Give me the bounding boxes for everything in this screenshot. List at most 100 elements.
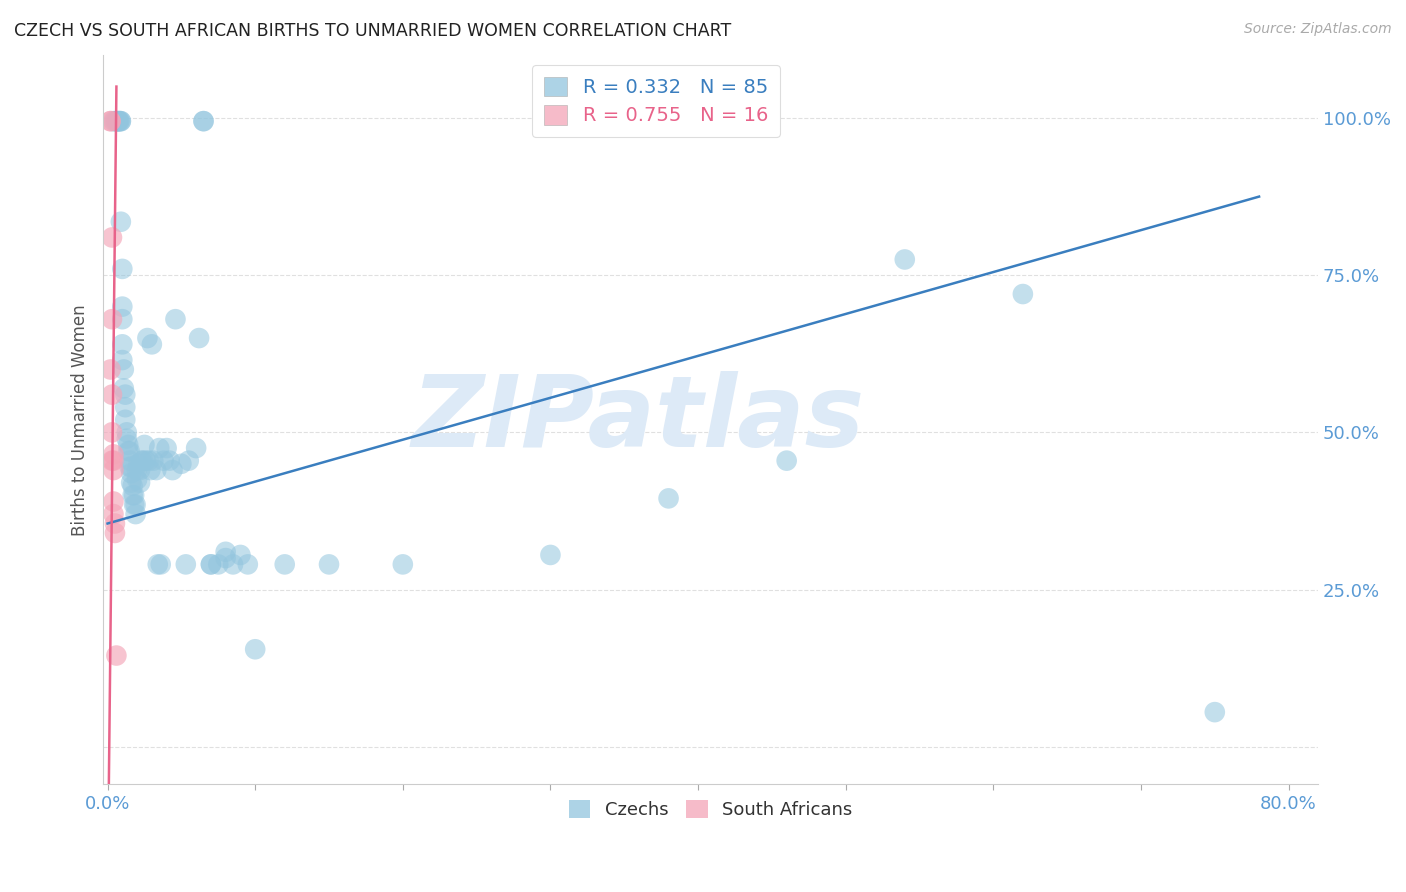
- Point: [245, 642, 267, 657]
- Point: [118, 459, 141, 474]
- Point: [128, 457, 150, 471]
- Point: [159, 453, 181, 467]
- Point: [114, 401, 136, 415]
- Point: [188, 331, 211, 345]
- Point: [318, 558, 340, 572]
- Point: [174, 558, 197, 572]
- Point: [111, 300, 134, 314]
- Point: [658, 491, 681, 506]
- Point: [146, 558, 169, 572]
- Point: [100, 114, 122, 128]
- Point: [103, 494, 125, 508]
- Point: [215, 551, 238, 566]
- Point: [120, 475, 142, 490]
- Point: [1204, 705, 1226, 719]
- Point: [193, 114, 215, 128]
- Point: [138, 453, 160, 467]
- Point: [1012, 287, 1035, 301]
- Point: [101, 387, 124, 401]
- Text: Source: ZipAtlas.com: Source: ZipAtlas.com: [1244, 22, 1392, 37]
- Point: [155, 441, 177, 455]
- Point: [124, 498, 146, 512]
- Legend: Czechs, South Africans: Czechs, South Africans: [561, 793, 860, 827]
- Point: [177, 453, 200, 467]
- Point: [207, 558, 229, 572]
- Point: [124, 507, 146, 521]
- Point: [152, 453, 174, 467]
- Point: [136, 331, 159, 345]
- Point: [114, 387, 136, 401]
- Point: [108, 114, 131, 128]
- Point: [114, 413, 136, 427]
- Point: [135, 453, 157, 467]
- Point: [111, 337, 134, 351]
- Point: [125, 463, 148, 477]
- Text: ZIPatlas: ZIPatlas: [411, 371, 865, 468]
- Point: [110, 114, 132, 128]
- Point: [104, 114, 127, 128]
- Point: [105, 114, 128, 128]
- Point: [107, 114, 129, 128]
- Point: [122, 498, 145, 512]
- Point: [184, 441, 207, 455]
- Point: [141, 337, 163, 351]
- Point: [121, 488, 143, 502]
- Point: [170, 457, 193, 471]
- Point: [129, 463, 152, 477]
- Point: [110, 215, 132, 229]
- Point: [120, 467, 142, 481]
- Point: [101, 230, 124, 244]
- Point: [104, 516, 127, 531]
- Point: [776, 453, 799, 467]
- Point: [274, 558, 297, 572]
- Point: [103, 463, 125, 477]
- Point: [120, 459, 142, 474]
- Point: [129, 475, 152, 490]
- Point: [103, 447, 125, 461]
- Point: [100, 362, 122, 376]
- Point: [894, 252, 917, 267]
- Point: [118, 453, 141, 467]
- Point: [148, 441, 170, 455]
- Point: [101, 425, 124, 440]
- Y-axis label: Births to Unmarried Women: Births to Unmarried Women: [72, 304, 89, 535]
- Point: [108, 114, 131, 128]
- Point: [103, 507, 125, 521]
- Point: [139, 463, 162, 477]
- Point: [131, 453, 153, 467]
- Point: [117, 444, 139, 458]
- Point: [104, 525, 127, 540]
- Point: [122, 488, 145, 502]
- Point: [215, 545, 238, 559]
- Point: [200, 558, 222, 572]
- Point: [115, 425, 138, 440]
- Point: [118, 444, 141, 458]
- Point: [101, 453, 124, 467]
- Point: [100, 114, 122, 128]
- Point: [193, 114, 215, 128]
- Point: [112, 362, 135, 376]
- Point: [236, 558, 259, 572]
- Point: [112, 381, 135, 395]
- Point: [107, 114, 129, 128]
- Point: [110, 114, 132, 128]
- Point: [222, 558, 245, 572]
- Point: [165, 312, 187, 326]
- Point: [105, 114, 128, 128]
- Point: [125, 473, 148, 487]
- Point: [111, 353, 134, 368]
- Text: CZECH VS SOUTH AFRICAN BIRTHS TO UNMARRIED WOMEN CORRELATION CHART: CZECH VS SOUTH AFRICAN BIRTHS TO UNMARRI…: [14, 22, 731, 40]
- Point: [200, 558, 222, 572]
- Point: [103, 114, 125, 128]
- Point: [103, 453, 125, 467]
- Point: [101, 312, 124, 326]
- Point: [134, 438, 156, 452]
- Point: [117, 438, 139, 452]
- Point: [392, 558, 415, 572]
- Point: [115, 432, 138, 446]
- Point: [149, 558, 172, 572]
- Point: [132, 453, 155, 467]
- Point: [162, 463, 184, 477]
- Point: [142, 453, 165, 467]
- Point: [229, 548, 252, 562]
